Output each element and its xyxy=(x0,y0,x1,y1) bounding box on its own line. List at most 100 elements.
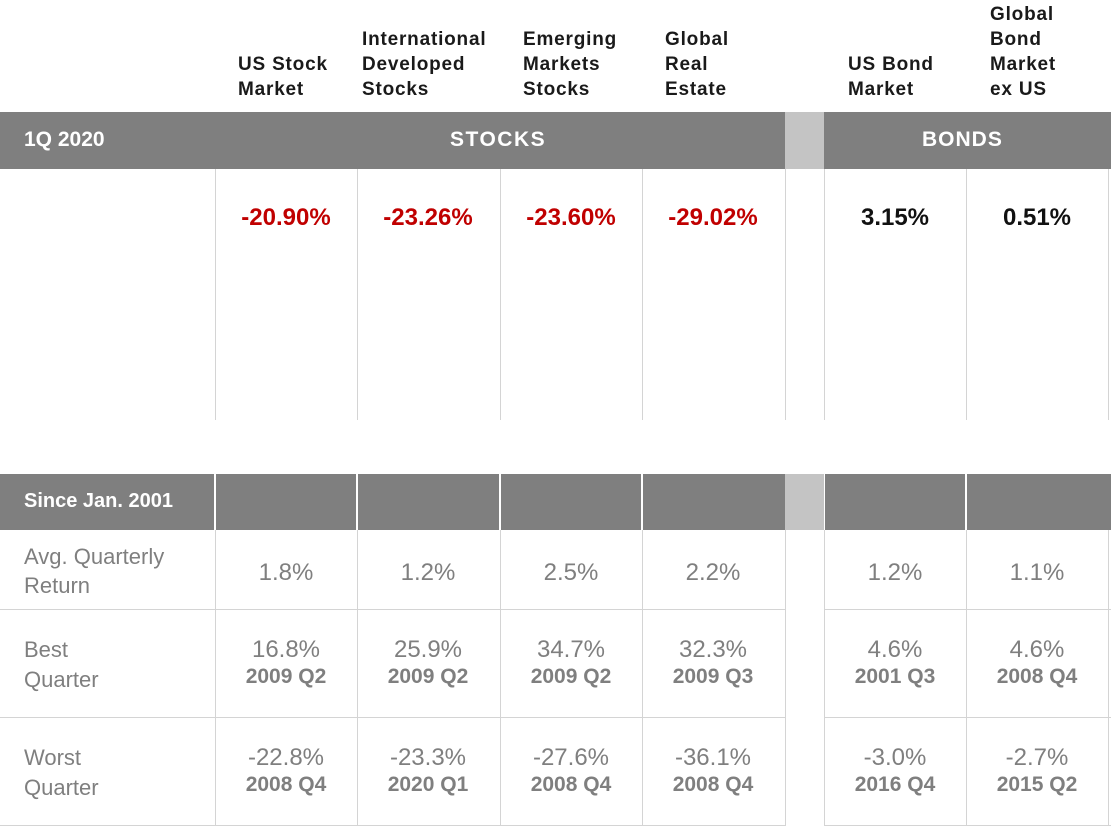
bottom-divider xyxy=(1108,530,1109,826)
worst-real-estate: -36.1% 2008 Q4 xyxy=(642,743,784,797)
row-divider xyxy=(0,609,785,610)
best-date: 2008 Q4 xyxy=(996,665,1078,688)
row-label-avg-quarterly-return: Avg. Quarterly Return xyxy=(24,544,165,598)
worst-date: 2016 Q4 xyxy=(854,773,936,796)
bonds-label: BONDS xyxy=(922,128,1003,151)
top-divider xyxy=(357,169,358,420)
avg-real-estate: 2.2% xyxy=(642,558,784,587)
return-real-estate: -29.02% xyxy=(668,204,758,231)
col-header-real-estate: Global Real Estate xyxy=(665,29,729,100)
worst-date: 2008 Q4 xyxy=(672,773,754,796)
avg-value: 2.5% xyxy=(543,559,599,586)
bottom-band-cell xyxy=(825,474,965,530)
col-header-emerging: Emerging Markets Stocks xyxy=(523,29,618,100)
worst-date: 2008 Q4 xyxy=(530,773,612,796)
best-us-stock: 16.8% 2009 Q2 xyxy=(215,635,357,689)
bottom-band-label-cell xyxy=(0,474,214,530)
best-value: 32.3% xyxy=(678,636,748,663)
return-intl-developed: -23.26% xyxy=(383,204,473,231)
row-divider xyxy=(0,825,785,826)
bottom-divider xyxy=(642,530,643,826)
top-divider xyxy=(785,169,786,420)
top-divider xyxy=(1108,169,1109,420)
worst-value: -2.7% xyxy=(1005,744,1069,771)
worst-us-bond: -3.0% 2016 Q4 xyxy=(824,743,966,797)
top-band-gap xyxy=(785,112,824,169)
best-date: 2009 Q2 xyxy=(530,665,612,688)
return-emerging: -23.60% xyxy=(526,204,616,231)
avg-global-bond: 1.1% xyxy=(966,558,1108,587)
bottom-band-cell xyxy=(643,474,785,530)
col-header-intl-developed: International Developed Stocks xyxy=(362,29,487,100)
worst-date: 2015 Q2 xyxy=(996,773,1078,796)
col-header-us-stock: US Stock Market xyxy=(238,54,328,100)
top-band-bonds xyxy=(824,112,1111,169)
bottom-divider xyxy=(500,530,501,826)
avg-emerging: 2.5% xyxy=(500,558,642,587)
top-divider xyxy=(966,169,967,420)
worst-value: -3.0% xyxy=(863,744,927,771)
best-value: 4.6% xyxy=(1009,636,1065,663)
avg-intl-developed: 1.2% xyxy=(357,558,499,587)
best-date: 2001 Q3 xyxy=(854,665,936,688)
row-label-best-quarter: Best Quarter xyxy=(24,637,99,692)
top-band-stocks xyxy=(0,112,785,169)
avg-us-bond: 1.2% xyxy=(824,558,966,587)
bottom-divider xyxy=(824,530,825,826)
period-label-since-2001: Since Jan. 2001 xyxy=(24,490,173,512)
worst-date: 2008 Q4 xyxy=(245,773,327,796)
best-date: 2009 Q2 xyxy=(245,665,327,688)
avg-value: 1.2% xyxy=(867,559,923,586)
best-value: 34.7% xyxy=(536,636,606,663)
row-divider xyxy=(0,717,785,718)
worst-emerging: -27.6% 2008 Q4 xyxy=(500,743,642,797)
avg-value: 2.2% xyxy=(685,559,741,586)
avg-value: 1.8% xyxy=(258,559,314,586)
row-divider xyxy=(824,717,1111,718)
worst-value: -23.3% xyxy=(389,744,467,771)
row-divider xyxy=(824,609,1111,610)
worst-value: -22.8% xyxy=(247,744,325,771)
return-us-bond: 3.15% xyxy=(860,204,930,231)
bottom-band-cell xyxy=(501,474,641,530)
bottom-divider xyxy=(357,530,358,826)
best-real-estate: 32.3% 2009 Q3 xyxy=(642,635,784,689)
bottom-divider xyxy=(966,530,967,826)
worst-global-bond: -2.7% 2015 Q2 xyxy=(966,743,1108,797)
best-date: 2009 Q3 xyxy=(672,665,754,688)
stocks-label: STOCKS xyxy=(450,128,547,151)
col-header-global-bond: Global Bond Market ex US xyxy=(990,4,1057,100)
best-us-bond: 4.6% 2001 Q3 xyxy=(824,635,966,689)
period-label-1q2020: 1Q 2020 xyxy=(24,128,105,151)
best-value: 25.9% xyxy=(393,636,463,663)
worst-intl-developed: -23.3% 2020 Q1 xyxy=(357,743,499,797)
bottom-band-cell xyxy=(967,474,1111,530)
best-value: 16.8% xyxy=(251,636,321,663)
best-intl-developed: 25.9% 2009 Q2 xyxy=(357,635,499,689)
bottom-band-gap xyxy=(785,474,824,530)
top-divider xyxy=(642,169,643,420)
return-global-bond: 0.51% xyxy=(1002,204,1072,231)
top-divider xyxy=(215,169,216,420)
bottom-divider xyxy=(785,530,786,826)
best-emerging: 34.7% 2009 Q2 xyxy=(500,635,642,689)
bottom-band-cell xyxy=(358,474,499,530)
worst-us-stock: -22.8% 2008 Q4 xyxy=(215,743,357,797)
worst-date: 2020 Q1 xyxy=(387,773,469,796)
row-divider xyxy=(824,825,1111,826)
best-date: 2009 Q2 xyxy=(387,665,469,688)
top-divider xyxy=(500,169,501,420)
row-label-worst-quarter: Worst Quarter xyxy=(24,745,99,800)
best-global-bond: 4.6% 2008 Q4 xyxy=(966,635,1108,689)
best-value: 4.6% xyxy=(867,636,923,663)
avg-value: 1.2% xyxy=(400,559,456,586)
avg-value: 1.1% xyxy=(1009,559,1065,586)
bottom-band-cell xyxy=(216,474,356,530)
bottom-divider xyxy=(215,530,216,826)
worst-value: -36.1% xyxy=(674,744,752,771)
return-us-stock: -20.90% xyxy=(241,204,331,231)
col-header-us-bond: US Bond Market xyxy=(848,54,934,100)
avg-us-stock: 1.8% xyxy=(215,558,357,587)
top-divider xyxy=(824,169,825,420)
worst-value: -27.6% xyxy=(532,744,610,771)
